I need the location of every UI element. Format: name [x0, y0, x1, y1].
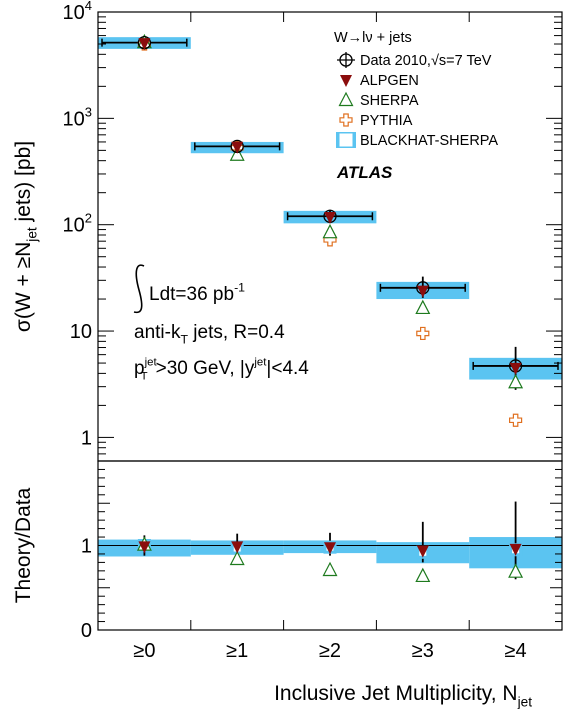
marker-filled-triangle-down-4	[509, 362, 522, 375]
ratio-sherpa-marker-2	[322, 561, 338, 577]
y-tick-label-1-text: 10	[70, 321, 92, 343]
upper-y-axis-title: σ(W + ≥Njet​ jets) [pb]	[12, 141, 39, 332]
y-tick-label-0-text: 1	[81, 427, 92, 449]
jet-algo-label-text: jets, R=0.4	[188, 322, 285, 343]
ratio-sherpa-marker-3	[415, 567, 431, 583]
legend-label-1: ALPGEN	[360, 73, 419, 89]
cuts-sup-3: jet	[253, 356, 267, 368]
x-axis-title: Inclusive Jet Multiplicity, Njet​	[274, 682, 532, 709]
legend-marker-open-triangle-up	[338, 91, 354, 107]
x-tick-label-1-text: ≥1	[226, 640, 248, 662]
y-tick-label-2: 102​	[63, 211, 92, 237]
ratio-alpgen-marker-1	[231, 541, 244, 554]
upper-y-axis-title-text: jets) [pb]	[12, 141, 35, 227]
ratio-sherpa-marker-1	[229, 550, 245, 566]
legend-label-4-text: BLACKHAT-SHERPA	[360, 133, 498, 149]
cuts-text-0: p	[134, 358, 145, 379]
y-tick-label-0: 1	[81, 427, 92, 449]
ratio-alpgen-marker-4	[509, 543, 522, 556]
jet-algo-label-text: anti-k	[134, 322, 181, 343]
ratio-y-axis-title-text: Theory/Data	[12, 487, 35, 603]
marker-filled-triangle-down-1	[231, 141, 244, 154]
integral-sign	[133, 264, 145, 314]
marker-filled-triangle-down-3	[416, 285, 429, 298]
marker-open-triangle-up-2	[322, 223, 338, 239]
marker-filled-triangle-down-2	[324, 212, 336, 225]
ratio-y-tick-label-1: 1	[81, 536, 92, 558]
marker-open-cross-4	[509, 413, 523, 427]
y-tick-label-2-sup: 2	[85, 211, 92, 226]
x-tick-label-3-text: ≥3	[412, 640, 434, 662]
x-axis-title-sub: jet	[517, 694, 533, 709]
ratio-y-tick-label-1-text: 1	[81, 536, 92, 558]
x-tick-label-2: ≥2	[319, 640, 341, 662]
legend-marker-open-cross	[339, 113, 353, 127]
ratio-alpgen-marker-3	[416, 545, 429, 558]
atlas-label-text: ATLAS	[336, 163, 393, 182]
y-tick-label-4: 104​	[63, 0, 92, 24]
y-tick-label-2-text: 10	[63, 215, 85, 237]
lumi-label-sup: -1	[234, 280, 245, 294]
legend-label-2-text: SHERPA	[360, 93, 419, 109]
y-tick-label-3-sup: 3	[85, 104, 92, 119]
legend-label-3: PYTHIA	[360, 113, 413, 129]
legend: W→lν + jets Data 2010,√s=7 TeV ALPGEN SHERP…	[334, 30, 498, 149]
marker-open-triangle-up-4	[508, 373, 524, 389]
cuts-text-4: |<4.4	[266, 358, 309, 379]
cuts-sup-1: jet	[144, 356, 158, 368]
jet-algo-label-sub: T	[180, 333, 188, 347]
y-tick-label-4-sup: 4	[85, 0, 92, 13]
lumi-label: Ldt=36 pb-1​	[149, 280, 245, 305]
marker-open-triangle-up-1	[229, 146, 245, 161]
marker-open-triangle-up-3	[415, 299, 431, 315]
atlas-label: ATLAS	[336, 163, 393, 182]
legend-label-2: SHERPA	[360, 93, 419, 109]
legend-marker-data	[339, 53, 353, 67]
x-axis-title-text: Inclusive Jet Multiplicity, N	[274, 682, 518, 705]
y-tick-label-3-text: 10	[63, 108, 85, 130]
cuts-sub-1: T	[141, 371, 148, 383]
x-tick-label-2-text: ≥2	[319, 640, 341, 662]
x-tick-label-4-text: ≥4	[505, 640, 527, 662]
ratio-panel: 0 1 ≥0 ≥1 ≥2 ≥3 ≥4 Theory/Data Inclusive Jet Mul…	[12, 460, 563, 709]
upper-y-axis-title-sub: jet	[24, 227, 39, 243]
legend-label-0-text: Data 2010,√s=7 TeV	[360, 53, 492, 69]
legend-marker-band	[339, 133, 353, 147]
cuts-text-2: >30 GeV, |y	[156, 358, 255, 379]
lumi-label-text: Ldt=36 pb	[149, 284, 234, 305]
ratio-y-tick-label-0-text: 0	[81, 620, 92, 642]
legend-label-1-text: ALPGEN	[360, 73, 419, 89]
ratio-sherpa-marker-4	[508, 563, 524, 578]
ratio-y-tick-label-0: 0	[81, 620, 92, 642]
x-tick-label-4: ≥4	[505, 640, 527, 662]
upper-y-axis-title-text: σ(W + ≥N	[12, 242, 35, 332]
ratio-alpgen-marker-2	[324, 542, 336, 555]
legend-label-3-text: PYTHIA	[360, 113, 413, 129]
ratio-y-axis-title: Theory/Data	[12, 487, 35, 603]
legend-label-0: Data 2010,√s=7 TeV	[360, 53, 492, 69]
x-tick-label-0-text: ≥0	[133, 640, 155, 662]
marker-filled-triangle-down-0	[138, 38, 151, 51]
y-tick-label-1: 10	[70, 321, 92, 343]
marker-open-cross-3	[416, 326, 430, 341]
legend-title-text: W→lν + jets	[334, 30, 412, 46]
y-tick-label-3: 103​	[63, 104, 92, 130]
x-tick-label-1: ≥1	[226, 640, 248, 662]
y-tick-label-4-text: 10	[63, 2, 85, 24]
legend-marker-filled-triangle-down	[340, 75, 352, 87]
x-tick-label-3: ≥3	[412, 640, 434, 662]
ratio-alpgen-marker-0	[138, 541, 151, 554]
x-tick-label-0: ≥0	[133, 640, 155, 662]
legend-title: W→lν + jets	[334, 30, 412, 46]
jet-algo-label: anti-kT​ jets, R=0.4	[134, 322, 285, 347]
legend-label-4: BLACKHAT-SHERPA	[360, 133, 498, 149]
